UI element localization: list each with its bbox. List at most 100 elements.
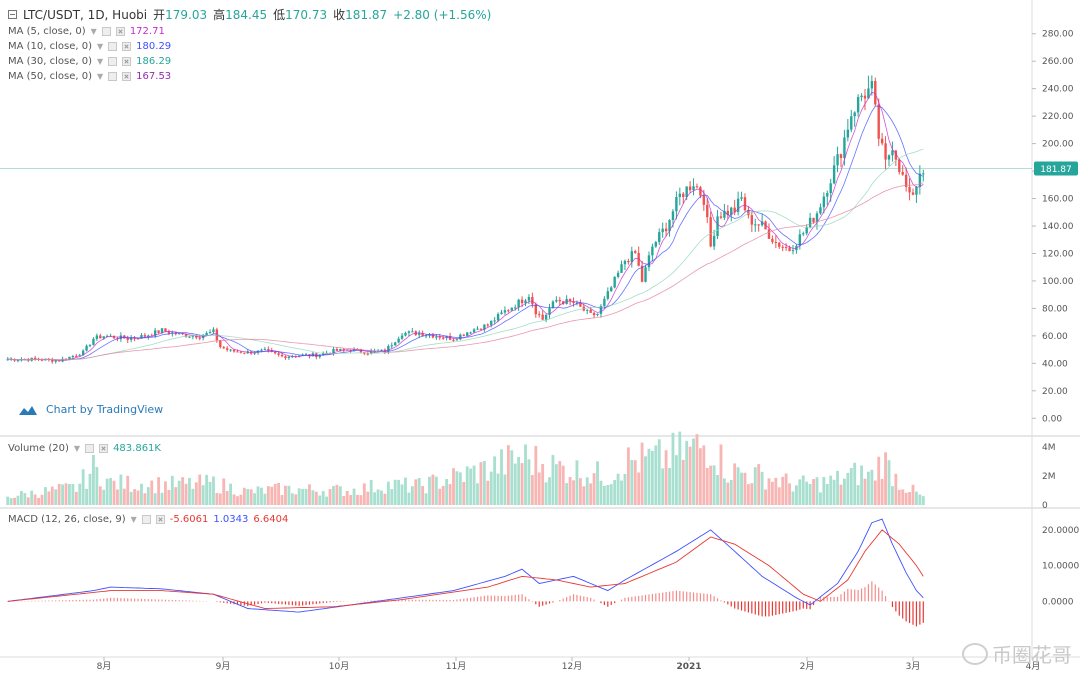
volume-bar: [644, 456, 647, 505]
volume-bar: [589, 483, 593, 505]
candle-body: [394, 342, 397, 346]
chevron-down-icon[interactable]: ▼: [97, 72, 104, 81]
volume-bar: [280, 494, 284, 505]
settings-icon[interactable]: [101, 27, 111, 36]
volume-bar: [901, 489, 905, 505]
chevron-down-icon[interactable]: ▼: [97, 57, 104, 66]
settings-icon[interactable]: [108, 42, 118, 51]
chevron-down-icon[interactable]: ▼: [97, 42, 104, 51]
candle-body: [157, 330, 160, 333]
volume-bar: [153, 493, 157, 505]
price-tick-label: 160.00: [1042, 195, 1074, 205]
volume-bar: [218, 493, 222, 505]
tradingview-link[interactable]: Chart by TradingView: [46, 403, 164, 416]
volume-bar: [887, 460, 891, 505]
volume-bar: [517, 456, 521, 505]
candle-body: [610, 287, 613, 292]
candle-body: [685, 186, 688, 198]
volume-bar: [510, 450, 514, 505]
candle-body: [404, 332, 407, 336]
volume-bar: [743, 472, 747, 505]
candle-body: [712, 236, 716, 247]
close-icon[interactable]: [122, 57, 132, 66]
volume-bar: [78, 483, 82, 505]
candle-body: [304, 354, 308, 356]
volume-bar: [383, 493, 387, 505]
volume-bar: [397, 479, 401, 505]
settings-icon[interactable]: [141, 515, 151, 524]
candle-body: [579, 302, 582, 307]
volume-bar: [311, 490, 315, 505]
candle-body: [592, 312, 596, 316]
volume-bar: [122, 488, 126, 505]
chevron-down-icon[interactable]: ▼: [90, 27, 97, 36]
volume-label[interactable]: Volume (20): [8, 443, 69, 454]
volume-bar: [215, 492, 219, 505]
candle-body: [503, 310, 507, 313]
close-icon[interactable]: [99, 444, 109, 453]
candle-body: [688, 186, 692, 191]
close-icon[interactable]: [122, 42, 132, 51]
settings-icon[interactable]: [85, 444, 95, 453]
candle-body: [853, 112, 856, 117]
macd-line: [7, 518, 924, 613]
settings-icon[interactable]: [108, 72, 118, 81]
volume-bar: [774, 477, 778, 505]
candle-body: [442, 337, 445, 339]
volume-bar: [143, 493, 147, 505]
candle-body: [822, 196, 826, 208]
candle-body: [105, 336, 109, 338]
candle-body: [143, 335, 147, 337]
volume-bar: [455, 471, 459, 505]
candle-body: [599, 306, 603, 314]
close-icon[interactable]: [155, 515, 165, 524]
volume-bar: [609, 484, 613, 505]
volume-bar: [825, 484, 829, 505]
volume-bar: [301, 489, 305, 505]
volume-bar: [592, 473, 596, 505]
chevron-down-icon[interactable]: ▼: [130, 515, 137, 524]
macd-label[interactable]: MACD (12, 26, close, 9): [8, 514, 126, 525]
close-value: 181.87: [345, 7, 388, 22]
volume-bar: [342, 496, 346, 505]
ma10-label[interactable]: MA (10, close, 0): [8, 41, 93, 52]
volume-bar: [366, 491, 370, 505]
ma5-label[interactable]: MA (5, close, 0): [8, 26, 86, 37]
candle-body: [51, 359, 54, 362]
close-icon[interactable]: [115, 27, 125, 36]
volume-bar: [448, 484, 452, 505]
close-icon[interactable]: [122, 72, 132, 81]
candle-body: [195, 335, 198, 338]
candle-body: [877, 104, 880, 139]
chevron-down-icon[interactable]: ▼: [73, 444, 81, 453]
ma50-label[interactable]: MA (50, close, 0): [8, 71, 93, 82]
macd-tick-label: 0.0000: [1042, 597, 1074, 607]
ma30-label[interactable]: MA (30, close, 0): [8, 56, 93, 67]
volume-bar: [410, 486, 414, 505]
candle-body: [153, 330, 157, 336]
symbol-name[interactable]: LTC/USDT, 1D, Huobi: [23, 7, 148, 22]
volume-bar: [791, 491, 795, 505]
volume-bar: [568, 476, 572, 505]
volume-bar: [352, 488, 356, 505]
volume-bar: [548, 477, 551, 505]
candle-body: [589, 309, 592, 313]
tradingview-attribution[interactable]: Chart by TradingView: [18, 403, 163, 416]
time-tick-label: 2021: [676, 662, 701, 672]
candle-body: [634, 251, 637, 253]
time-tick-label: 4月: [1026, 661, 1041, 672]
volume-value: 483.861K: [113, 443, 161, 454]
time-tick-label: 8月: [97, 661, 112, 672]
settings-icon[interactable]: [108, 57, 118, 66]
volume-bar: [702, 445, 706, 505]
candle-body: [558, 299, 562, 302]
collapse-icon[interactable]: [8, 10, 17, 19]
volume-bar: [585, 477, 589, 505]
candle-body: [191, 335, 195, 337]
candle-body: [78, 355, 81, 357]
candle-body: [630, 251, 634, 263]
volume-bar: [112, 480, 116, 505]
volume-bar: [33, 494, 37, 505]
volume-bar: [534, 445, 538, 505]
candle-body: [277, 353, 280, 355]
